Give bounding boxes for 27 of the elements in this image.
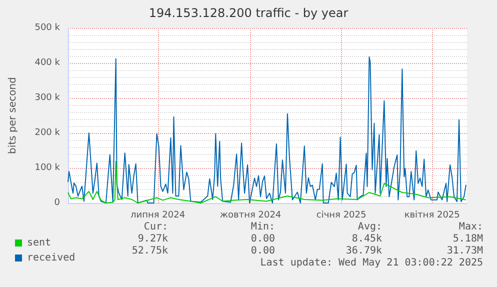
text: Max: bbox=[458, 222, 484, 232]
text: 0.00 bbox=[250, 234, 276, 244]
text: 36.79k bbox=[346, 246, 382, 256]
x-tick-label: січня 2025 bbox=[316, 210, 366, 220]
x-tick-label: липня 2024 bbox=[130, 210, 186, 220]
chart-title: 194.153.128.200 traffic - by year bbox=[148, 6, 348, 20]
x-tick-label: жовтня 2024 bbox=[220, 210, 282, 220]
text: Cur: bbox=[144, 222, 168, 232]
x-tick-label: квітня 2025 bbox=[404, 210, 460, 220]
text: 0.00 bbox=[250, 246, 276, 256]
text: 52.75k bbox=[132, 246, 168, 256]
text: 9.27k bbox=[138, 234, 168, 244]
text: Min: bbox=[250, 222, 276, 232]
text: 8.45k bbox=[352, 234, 382, 244]
y-axis-title: bits per second bbox=[8, 77, 18, 154]
text: Last update: Wed May 21 03:00:22 2025 bbox=[260, 258, 484, 268]
text: Avg: bbox=[358, 222, 382, 232]
text: 31.73M bbox=[446, 246, 483, 256]
y-tick-label: 400 k bbox=[34, 58, 61, 68]
y-tick-label: 300 k bbox=[34, 93, 61, 103]
legend-label: received bbox=[27, 252, 76, 264]
y-tick-label: 100 k bbox=[34, 163, 61, 173]
y-tick-label: 0 bbox=[54, 198, 60, 208]
y-tick-label: 500 k bbox=[34, 23, 61, 33]
text: 5.18M bbox=[452, 234, 484, 244]
y-tick-label: 200 k bbox=[34, 128, 61, 138]
legend-label: sent bbox=[27, 238, 52, 248]
